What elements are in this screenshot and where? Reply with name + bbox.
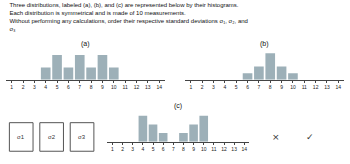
svg-text:11: 11 [211, 146, 216, 152]
svg-text:8: 8 [269, 84, 272, 90]
svg-text:14: 14 [156, 84, 162, 90]
svg-text:σ1: σ1 [17, 134, 25, 140]
svg-text:(b): (b) [260, 40, 269, 48]
svg-text:3: 3 [33, 84, 36, 90]
svg-text:10: 10 [201, 146, 207, 152]
svg-text:10: 10 [111, 84, 117, 90]
svg-text:σ3: σ3 [78, 134, 86, 140]
svg-text:12: 12 [134, 84, 140, 90]
svg-text:4: 4 [44, 84, 47, 90]
svg-text:13: 13 [324, 84, 330, 90]
svg-text:1: 1 [10, 84, 13, 90]
svg-text:14: 14 [242, 146, 248, 152]
svg-text:(a): (a) [81, 40, 90, 48]
svg-text:5: 5 [56, 84, 59, 90]
svg-text:10: 10 [290, 84, 296, 90]
svg-text:9: 9 [192, 146, 195, 152]
svg-text:6: 6 [246, 84, 249, 90]
svg-text:1: 1 [111, 146, 114, 152]
svg-text:13: 13 [145, 84, 151, 90]
svg-text:2: 2 [121, 146, 124, 152]
svg-text:Three distributions, labeled (: Three distributions, labeled (a), (b), a… [9, 2, 248, 31]
svg-text:8: 8 [182, 146, 185, 152]
svg-text:σ2: σ2 [48, 134, 56, 140]
svg-text:4: 4 [141, 146, 144, 152]
svg-text:7: 7 [258, 84, 261, 90]
svg-text:4: 4 [223, 84, 226, 90]
svg-text:5: 5 [152, 146, 155, 152]
svg-text:14: 14 [336, 84, 342, 90]
svg-text:1: 1 [189, 84, 192, 90]
svg-text:2: 2 [201, 84, 204, 90]
svg-text:3: 3 [131, 146, 134, 152]
svg-text:9: 9 [280, 84, 283, 90]
svg-text:5: 5 [235, 84, 238, 90]
svg-text:7: 7 [78, 84, 81, 90]
svg-text:11: 11 [123, 84, 128, 90]
svg-text:11: 11 [302, 84, 307, 90]
svg-text:✓: ✓ [306, 132, 314, 142]
svg-text:8: 8 [90, 84, 93, 90]
svg-text:13: 13 [231, 146, 237, 152]
svg-text:7: 7 [172, 146, 175, 152]
svg-text:12: 12 [313, 84, 319, 90]
svg-text:6: 6 [67, 84, 70, 90]
svg-text:(c): (c) [174, 102, 182, 110]
svg-text:6: 6 [162, 146, 165, 152]
svg-text:2: 2 [22, 84, 25, 90]
svg-text:9: 9 [101, 84, 104, 90]
svg-text:12: 12 [221, 146, 227, 152]
svg-text:×: × [272, 132, 280, 142]
svg-text:3: 3 [212, 84, 215, 90]
